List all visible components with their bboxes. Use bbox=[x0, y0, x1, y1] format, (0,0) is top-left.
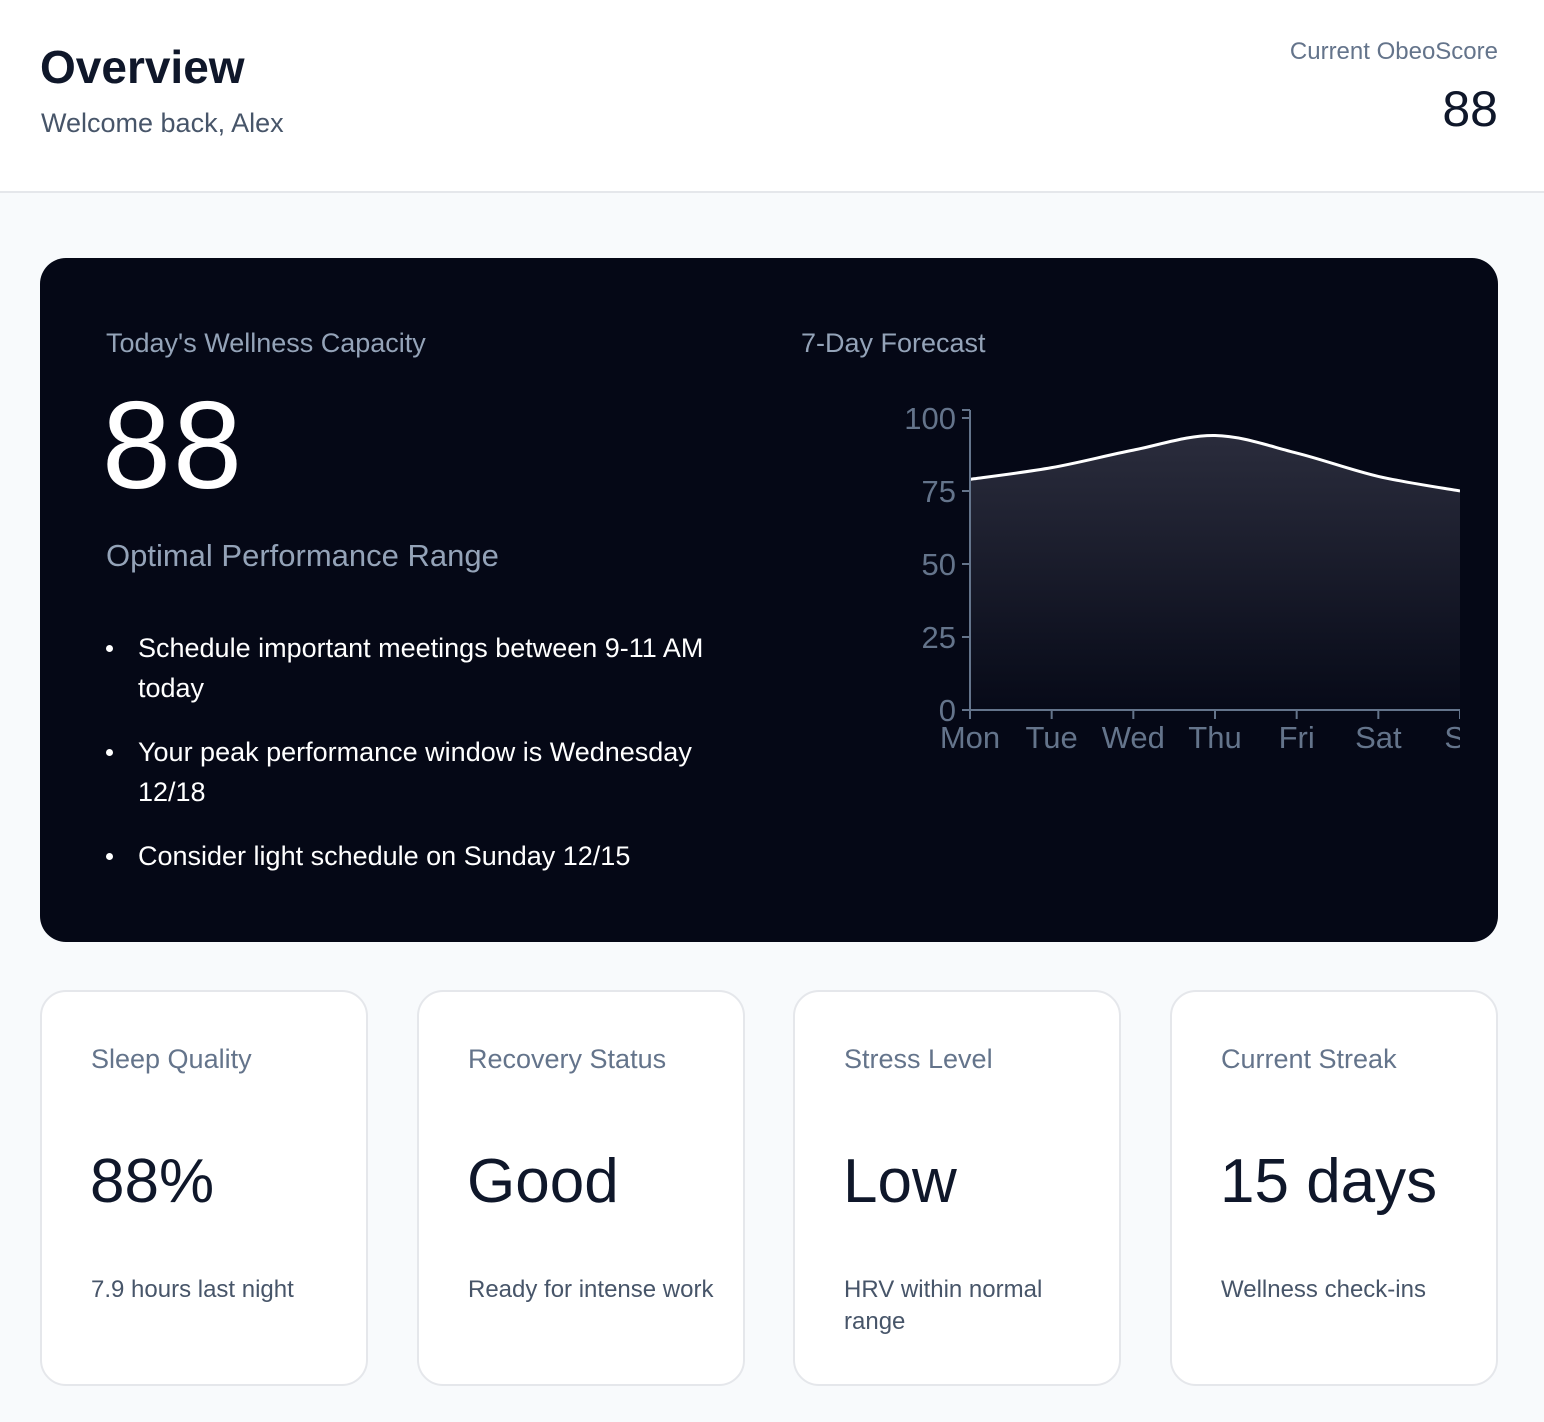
score-value: 88 bbox=[1442, 81, 1498, 137]
capacity-label: Today's Wellness Capacity bbox=[106, 328, 426, 358]
card-value: Good bbox=[467, 1147, 619, 1216]
card-description: Wellness check-ins bbox=[1221, 1276, 1426, 1303]
score-label: Current ObeoScore bbox=[1289, 38, 1498, 65]
x-tick-label: Fri bbox=[1279, 720, 1315, 755]
card-value: Low bbox=[843, 1147, 957, 1216]
page-title: Overview bbox=[40, 41, 245, 93]
y-tick-label: 75 bbox=[922, 474, 956, 509]
current-streak-card: Current Streak 15 days Wellness check-in… bbox=[1170, 990, 1498, 1386]
x-tick-label: Tue bbox=[1026, 720, 1078, 755]
card-value: 15 days bbox=[1220, 1147, 1438, 1216]
card-label: Stress Level bbox=[844, 1044, 993, 1074]
capacity-value: 88 bbox=[102, 377, 244, 515]
recommendations-list: Schedule important meetings between 9-11… bbox=[106, 628, 766, 900]
welcome-message: Welcome back, Alex bbox=[41, 108, 284, 138]
metric-cards: Sleep Quality 88% 7.9 hours last night R… bbox=[40, 990, 1498, 1386]
x-tick-label: Sat bbox=[1355, 720, 1402, 755]
card-value: 88% bbox=[90, 1147, 215, 1216]
recommendation-item: Consider light schedule on Sunday 12/15 bbox=[106, 836, 766, 876]
card-label: Recovery Status bbox=[468, 1044, 667, 1074]
y-tick-label: 25 bbox=[922, 620, 956, 655]
card-description: Ready for intense work bbox=[468, 1276, 714, 1303]
y-tick-label: 100 bbox=[904, 401, 956, 436]
recommendation-item: Your peak performance window is Wednesda… bbox=[106, 732, 766, 812]
y-tick-label: 50 bbox=[922, 547, 956, 582]
page-header: Overview Welcome back, Alex Current Obeo… bbox=[0, 0, 1544, 193]
wellness-capacity-panel: Today's Wellness Capacity 88 Optimal Per… bbox=[40, 258, 1498, 942]
forecast-chart: 0 25 50 75 100 Mon Tue Wed Thu Fri Sat Sun bbox=[904, 401, 1460, 755]
recommendation-item: Schedule important meetings between 9-11… bbox=[106, 628, 766, 708]
card-description: HRV within normal range bbox=[844, 1276, 1043, 1335]
capacity-range: Optimal Performance Range bbox=[106, 538, 499, 573]
card-label: Current Streak bbox=[1221, 1044, 1397, 1074]
forecast-label: 7-Day Forecast bbox=[801, 328, 986, 358]
x-tick-label: Thu bbox=[1188, 720, 1241, 755]
sleep-quality-card: Sleep Quality 88% 7.9 hours last night bbox=[40, 990, 368, 1386]
card-description: 7.9 hours last night bbox=[91, 1276, 294, 1303]
y-tick-label: 0 bbox=[939, 693, 956, 728]
forecast-area bbox=[970, 435, 1460, 710]
x-tick-label: Sun bbox=[1444, 720, 1460, 755]
stress-level-card: Stress Level Low HRV within normal range bbox=[793, 990, 1121, 1386]
forecast-line bbox=[969, 434, 1460, 493]
x-tick-label: Mon bbox=[940, 720, 1000, 755]
card-label: Sleep Quality bbox=[91, 1044, 252, 1074]
recovery-status-card: Recovery Status Good Ready for intense w… bbox=[417, 990, 745, 1386]
x-tick-label: Wed bbox=[1102, 720, 1165, 755]
